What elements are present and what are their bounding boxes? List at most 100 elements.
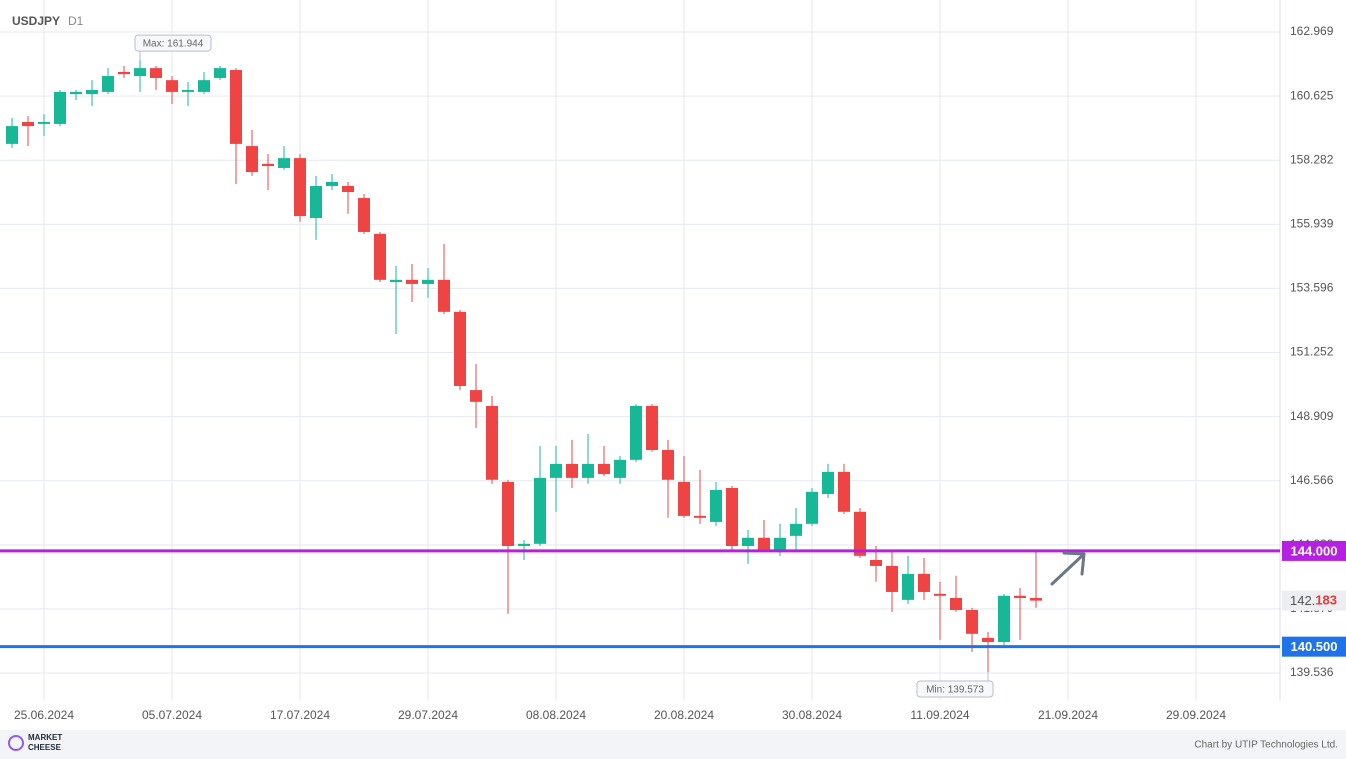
annotation-box (916, 680, 994, 698)
candle-body (214, 68, 226, 78)
candle-body (118, 71, 130, 75)
y-tick-label: 146.566 (1290, 473, 1334, 487)
arrow-shaft (1050, 552, 1086, 586)
candle-body (1014, 595, 1026, 598)
y-tick-label: 148.909 (1290, 409, 1334, 423)
x-tick-label: 30.08.2024 (782, 708, 842, 722)
candle-body (550, 463, 562, 478)
price-label-digits: 183 (1315, 593, 1337, 608)
level-label: 140.500 (1291, 639, 1338, 654)
candle-body (710, 489, 722, 522)
symbol: USDJPY (12, 14, 60, 28)
overlay: 162.969 160.625 158.282 155.939 153.596 151.2… (0, 24, 1346, 722)
x-tick-label: 05.07.2024 (142, 708, 202, 722)
arrow (1050, 551, 1086, 586)
footer-bar (0, 730, 1346, 759)
x-tick-label: 29.09.2024 (1166, 708, 1226, 722)
candle-body (22, 122, 34, 127)
candle-body (454, 311, 466, 386)
x-tick-label: 29.07.2024 (398, 708, 458, 722)
x-tick-label: 21.09.2024 (1038, 708, 1098, 722)
x-tick-label: 08.08.2024 (526, 708, 586, 722)
annotation-box (134, 34, 212, 52)
candle-body (902, 573, 914, 600)
candle-body (246, 146, 258, 173)
candle-body (198, 80, 210, 92)
candle-body (694, 515, 706, 518)
candle-body (598, 463, 610, 475)
candle-body (262, 163, 274, 167)
candles (6, 60, 1042, 673)
candle-body (886, 565, 898, 592)
level-label-box (1282, 540, 1346, 561)
arrow-head (1062, 551, 1086, 576)
candle-body (326, 181, 338, 187)
candle-body (806, 491, 818, 524)
candle-body (150, 68, 162, 78)
candle-body (582, 463, 594, 478)
candle-body (662, 449, 674, 480)
x-tick-label: 17.07.2024 (270, 708, 330, 722)
candle-body (390, 279, 402, 283)
candle-body (278, 158, 290, 168)
candle-body (54, 91, 66, 124)
candle-body (310, 186, 322, 219)
candle-body (998, 595, 1010, 643)
candle-body (838, 471, 850, 512)
x-tick-label: 20.08.2024 (654, 708, 714, 722)
candle-body (774, 537, 786, 550)
candle-body (870, 559, 882, 566)
candle-body (86, 89, 98, 95)
candle-body (438, 279, 450, 312)
candle-body (470, 390, 482, 402)
candle-body (950, 597, 962, 611)
y-tick-label: 160.625 (1290, 88, 1334, 102)
candle-body (678, 481, 690, 516)
y-tick-label: 139.536 (1290, 665, 1334, 679)
candle-body (406, 279, 418, 284)
annotation: Min: 139.573 (926, 685, 984, 696)
candle-body (934, 593, 946, 596)
candle-body (646, 405, 658, 450)
candle-body (358, 198, 370, 232)
candle-body (342, 186, 354, 193)
y-tick-label: 158.282 (1290, 152, 1334, 166)
candle-body (758, 537, 770, 550)
candle-body (38, 122, 50, 124)
price-label: 142.183 (1290, 593, 1337, 608)
candle-body (726, 488, 738, 546)
candle-body (966, 610, 978, 634)
credit: Chart by UTIP Technologies Ltd. (1194, 740, 1338, 751)
logo-icon (8, 735, 24, 751)
logo-text: CHEESE (28, 743, 62, 752)
candle-body (742, 537, 754, 546)
price-label-box (1282, 590, 1346, 611)
candle-body (534, 477, 546, 544)
candle-body (374, 233, 386, 280)
candle-body (630, 405, 642, 460)
candle-body (790, 523, 802, 536)
x-tick-label: 25.06.2024 (14, 708, 74, 722)
level-label: 144.000 (1291, 543, 1338, 558)
candle-body (518, 543, 530, 546)
annotation: Max: 161.944 (143, 39, 204, 50)
logo-text: MARKET (28, 733, 62, 742)
candle-body (422, 279, 434, 284)
candle-body (134, 68, 146, 77)
candle-body (854, 511, 866, 556)
candle-body (230, 70, 242, 144)
candle-body (70, 91, 82, 95)
candle-body (102, 76, 114, 92)
candle-body (166, 80, 178, 92)
candle-body (1030, 597, 1042, 601)
y-tick-label: 151.252 (1290, 345, 1334, 359)
candle-body (566, 463, 578, 478)
x-tick-label: 11.09.2024 (910, 708, 969, 722)
candle-body (918, 573, 930, 592)
candle-body (502, 481, 514, 546)
candle-body (822, 471, 834, 495)
y-tick-label: 155.939 (1290, 217, 1334, 231)
level-label-box (1282, 636, 1346, 657)
